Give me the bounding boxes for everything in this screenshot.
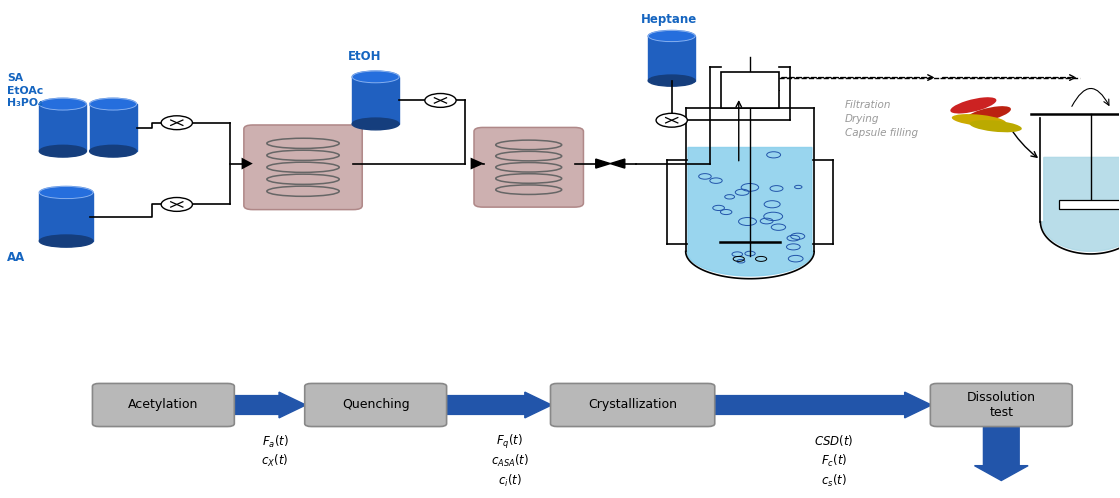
Ellipse shape bbox=[90, 145, 137, 157]
FancyBboxPatch shape bbox=[305, 383, 447, 427]
FancyArrow shape bbox=[974, 426, 1028, 481]
Text: $c_i(t)$: $c_i(t)$ bbox=[497, 473, 522, 489]
Ellipse shape bbox=[952, 114, 1006, 126]
Bar bbox=[90, 104, 137, 151]
Bar bbox=[39, 193, 93, 241]
Bar bbox=[648, 36, 696, 81]
Ellipse shape bbox=[39, 98, 86, 110]
FancyBboxPatch shape bbox=[244, 125, 362, 210]
Text: Crystallization: Crystallization bbox=[588, 398, 678, 411]
Text: $F_a(t)$: $F_a(t)$ bbox=[262, 433, 289, 450]
Ellipse shape bbox=[970, 120, 1021, 132]
Polygon shape bbox=[470, 158, 484, 169]
Text: Acetylation: Acetylation bbox=[128, 398, 198, 411]
Ellipse shape bbox=[39, 145, 86, 157]
Text: $c_{ASA}(t)$: $c_{ASA}(t)$ bbox=[491, 453, 529, 470]
FancyArrow shape bbox=[446, 392, 552, 418]
Circle shape bbox=[656, 114, 688, 127]
Text: SA
EtOAc
H₃PO₄: SA EtOAc H₃PO₄ bbox=[7, 73, 44, 108]
Text: $c_s(t)$: $c_s(t)$ bbox=[821, 473, 847, 489]
Text: Heptane: Heptane bbox=[641, 13, 697, 26]
Bar bbox=[39, 104, 86, 151]
FancyBboxPatch shape bbox=[93, 383, 234, 427]
Text: AA: AA bbox=[7, 251, 26, 264]
Ellipse shape bbox=[39, 235, 93, 247]
FancyBboxPatch shape bbox=[551, 383, 715, 427]
Ellipse shape bbox=[352, 118, 399, 130]
Polygon shape bbox=[687, 147, 813, 276]
Ellipse shape bbox=[648, 75, 696, 86]
FancyBboxPatch shape bbox=[1060, 201, 1120, 209]
Circle shape bbox=[161, 198, 193, 211]
Ellipse shape bbox=[352, 71, 399, 83]
Ellipse shape bbox=[648, 30, 696, 42]
FancyArrow shape bbox=[713, 392, 932, 418]
Polygon shape bbox=[596, 159, 610, 168]
Text: $F_q(t)$: $F_q(t)$ bbox=[496, 433, 523, 452]
Text: Quenching: Quenching bbox=[342, 398, 410, 411]
Text: Filtration
Drying
Capsule filling: Filtration Drying Capsule filling bbox=[844, 101, 918, 138]
Ellipse shape bbox=[90, 98, 137, 110]
FancyArrow shape bbox=[233, 392, 306, 418]
Text: Dissolution
test: Dissolution test bbox=[967, 391, 1036, 419]
Ellipse shape bbox=[964, 106, 1011, 123]
Text: $F_c(t)$: $F_c(t)$ bbox=[821, 453, 847, 470]
Bar bbox=[352, 77, 399, 124]
Circle shape bbox=[161, 116, 193, 129]
FancyBboxPatch shape bbox=[474, 127, 584, 207]
Polygon shape bbox=[242, 158, 253, 169]
FancyBboxPatch shape bbox=[931, 383, 1072, 427]
Polygon shape bbox=[1042, 157, 1120, 251]
Ellipse shape bbox=[39, 186, 93, 199]
Text: $CSD(t)$: $CSD(t)$ bbox=[814, 433, 853, 449]
Circle shape bbox=[424, 94, 456, 108]
Text: $c_X(t)$: $c_X(t)$ bbox=[261, 453, 289, 470]
Text: EtOH: EtOH bbox=[347, 50, 381, 63]
Bar bbox=[721, 72, 780, 108]
Ellipse shape bbox=[950, 97, 997, 114]
Polygon shape bbox=[610, 159, 625, 168]
